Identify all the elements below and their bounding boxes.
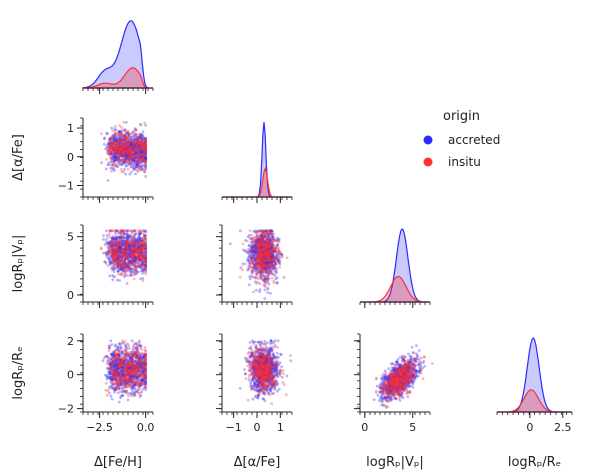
x-tick-label-dalpha-1: 0	[254, 421, 261, 434]
y-axis-dfe-re: −2 0 2	[58, 333, 84, 416]
legend: origin accreted insitu	[423, 109, 500, 169]
kde-insitu-dfe	[82, 67, 153, 89]
legend-marker-insitu	[423, 157, 433, 167]
kde-insitu-dalpha	[222, 166, 292, 198]
x-axis-diag-re: 0 2.5	[496, 411, 573, 434]
y-axis-dfe-dalpha: −1 0 1	[58, 117, 84, 198]
x-axis-label-re: logRₚ/Rₑ	[508, 455, 561, 470]
y-axis-dfe-vp: 05	[67, 224, 84, 303]
scatter-panel-dalpha-vs-vp	[229, 229, 289, 300]
scatter-insitu	[374, 351, 434, 409]
x-axis-diag-dalpha	[221, 196, 293, 203]
legend-title: origin	[443, 109, 480, 124]
x-tick-label-vp-0: 0	[361, 421, 368, 434]
kde-panel-dalpha	[222, 121, 292, 198]
scatter-insitu	[104, 339, 148, 398]
x-axis-diag-vp	[359, 301, 431, 308]
kde-accreted-dalpha	[222, 121, 292, 198]
y-tick-label-dalpha-0: −1	[58, 180, 74, 193]
kde-accreted-dfe	[82, 20, 153, 89]
y-axis-dalpha-vp	[216, 224, 223, 303]
y-axis-dalpha-re	[216, 333, 223, 413]
y-tick-label-re-1: 0	[67, 369, 74, 382]
y-tick-label-vp-0: 0	[67, 289, 74, 302]
scatter-panel-dalpha-vs-re	[238, 339, 293, 406]
y-tick-label-dalpha-1: 0	[67, 151, 74, 164]
x-axis-diag-dfe	[82, 87, 154, 94]
y-tick-label-re-2: 2	[67, 335, 74, 348]
x-tick-label-re-1: 2.5	[554, 421, 572, 434]
y-axis-vp-re	[354, 333, 361, 413]
scatter-insitu	[100, 120, 148, 174]
scatter-panel-dfe-vs-re	[101, 339, 148, 404]
x-axis-dfe-re: −2.5 0.0	[82, 411, 155, 434]
y-tick-label-vp-1: 5	[67, 231, 74, 244]
scatter-accreted	[229, 229, 286, 300]
x-axis-dalpha-vp	[221, 301, 293, 308]
kde-panel-dfe	[82, 20, 153, 89]
legend-marker-accreted	[423, 135, 433, 145]
kde-panel-vp	[360, 228, 430, 303]
scatter-insitu	[99, 229, 148, 283]
y-axis-label-re: logRₚ/Rₑ	[11, 346, 26, 399]
scatter-accreted	[101, 339, 148, 404]
scatter-panel-vp-vs-re	[356, 344, 434, 409]
scatter-accreted	[356, 344, 426, 409]
scatter-panel-dfe-vs-dalpha	[100, 120, 148, 182]
y-axis-label-dalpha: Δ[α/Fe]	[11, 134, 26, 181]
kde-insitu-vp	[360, 275, 430, 303]
x-tick-label-dfe-1: 0.0	[137, 421, 155, 434]
x-tick-label-re-0: 0	[526, 421, 533, 434]
scatter-accreted	[101, 229, 148, 285]
legend-label-accreted: accreted	[448, 133, 500, 147]
x-axis-dfe-dalpha	[82, 196, 154, 203]
x-axis-dalpha-re: −1 0 1	[221, 411, 293, 434]
x-tick-label-dalpha-0: −1	[226, 421, 242, 434]
x-axis-dfe-vp	[82, 301, 154, 308]
x-axis-label-vp: logRₚ|Vₚ|	[366, 455, 424, 470]
x-axis-label-dfe: Δ[Fe/H]	[94, 455, 142, 470]
scatter-accreted	[238, 339, 293, 403]
scatter-insitu	[238, 229, 289, 294]
scatter-accreted	[100, 120, 148, 182]
x-tick-label-dfe-0: −2.5	[86, 421, 113, 434]
y-axis-label-vp: logRₚ|Vₚ|	[11, 235, 26, 293]
scatter-panel-dfe-vs-vp	[99, 229, 148, 285]
y-tick-label-re-0: −2	[58, 403, 74, 416]
kde-insitu-re	[497, 389, 572, 413]
x-tick-label-dalpha-2: 1	[277, 421, 284, 434]
x-axis-label-dalpha: Δ[α/Fe]	[234, 455, 281, 470]
legend-label-insitu: insitu	[448, 155, 481, 169]
scatter-insitu	[244, 341, 292, 406]
y-tick-label-dalpha-2: 1	[67, 122, 74, 135]
x-tick-label-vp-1: 5	[409, 421, 416, 434]
kde-panel-re	[497, 337, 572, 413]
